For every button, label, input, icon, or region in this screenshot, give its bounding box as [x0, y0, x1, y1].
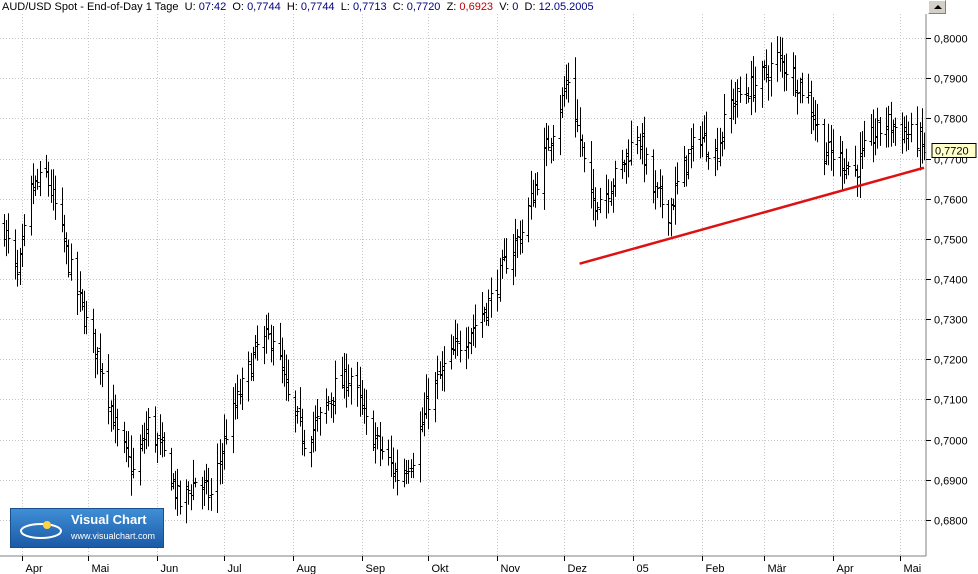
y-tick-label: 0,6800: [934, 516, 968, 528]
chart-header: AUD/USD Spot - End-of-Day 1 Tage U: 07:4…: [2, 1, 594, 13]
d-label: D:: [524, 1, 536, 13]
y-tick-label: 0,6900: [934, 476, 968, 488]
x-tick-label: Mär: [768, 563, 787, 574]
close-value: 0,7720: [406, 1, 441, 13]
last-price-tag: 0,7720: [931, 142, 977, 158]
u-label: U:: [184, 1, 196, 13]
support-trendline[interactable]: [579, 166, 925, 265]
x-tick-label: Aug: [297, 563, 317, 574]
x-tick-label: Feb: [706, 563, 725, 574]
x-tick-label: 05: [637, 563, 649, 574]
arrow-up-icon: [934, 5, 942, 9]
x-tick-label: Okt: [432, 563, 449, 574]
y-tick-label: 0,7000: [934, 436, 968, 448]
c-label: C:: [392, 1, 404, 13]
x-tick-label: Mai: [92, 563, 110, 574]
visual-chart-logo: Visual Chart www.visualchart.com: [10, 508, 164, 548]
y-tick-label: 0,7800: [934, 114, 968, 126]
y-tick-label: 0,7200: [934, 355, 968, 367]
x-axis-ticks: Apr Mai Jun Jul Aug Sep Okt Nov Dez 05 Feb Mär Apr Ma…: [22, 556, 922, 574]
y-tick-label: 0,7100: [934, 395, 968, 407]
x-tick-label: Apr: [26, 563, 43, 574]
u-value: 07:42: [198, 1, 227, 13]
logo-title: Visual Chart: [71, 512, 147, 527]
last-price-label: 0,7720: [935, 145, 969, 157]
h-label: H:: [286, 1, 298, 13]
high-value: 0,7744: [300, 1, 335, 13]
y-tick-label: 0,8000: [934, 34, 968, 46]
logo-url: www.visualchart.com: [71, 531, 156, 541]
z-value: 0,6923: [459, 1, 494, 13]
l-label: L:: [340, 1, 350, 13]
o-label: O:: [232, 1, 244, 13]
x-tick-label: Mai: [904, 563, 922, 574]
month-grid-lines: [22, 14, 901, 556]
y-tick-label: 0,7500: [934, 235, 968, 247]
last-price-box: [931, 142, 977, 158]
x-tick-label: Nov: [501, 563, 521, 574]
x-tick-label: Jun: [161, 563, 179, 574]
scroll-up-button[interactable]: [928, 0, 946, 14]
x-tick-label: Sep: [366, 563, 386, 574]
y-axis-ticks: 0,80000,79000,78000,77000,76000,75000,74…: [926, 34, 968, 528]
open-value: 0,7744: [247, 1, 281, 13]
date-value: 12.05.2005: [538, 1, 594, 13]
instrument-name: AUD/USD Spot: [2, 1, 78, 13]
y-tick-label: 0,7300: [934, 315, 968, 327]
grid-lines: [0, 38, 926, 521]
v-label: V:: [499, 1, 510, 13]
x-tick-label: Jul: [228, 563, 242, 574]
z-label: Z:: [446, 1, 457, 13]
period-label: End-of-Day 1 Tage: [87, 1, 179, 13]
volume-value: 0: [512, 1, 519, 13]
y-tick-label: 0,7400: [934, 275, 968, 287]
logo-swoosh-icon: [20, 521, 62, 539]
x-tick-label: Apr: [837, 563, 854, 574]
y-tick-label: 0,7600: [934, 195, 968, 207]
low-value: 0,7713: [352, 1, 387, 13]
y-tick-label: 0,7900: [934, 74, 968, 86]
ohlc-bars: [2, 36, 927, 524]
x-tick-label: Dez: [568, 563, 588, 574]
